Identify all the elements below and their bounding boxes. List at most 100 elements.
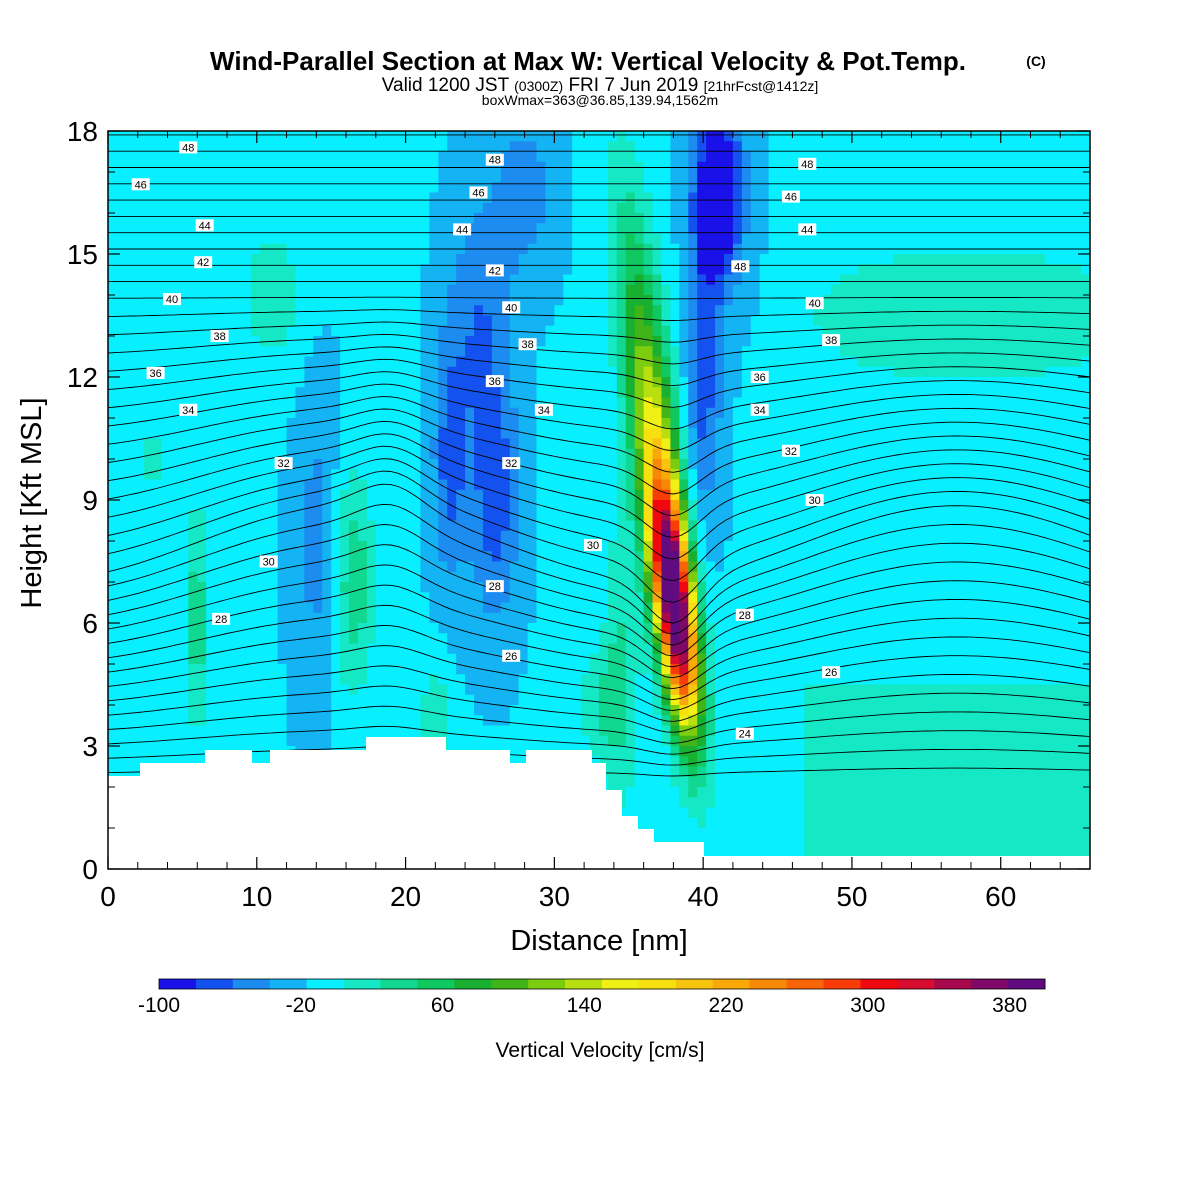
velocity-cell (697, 274, 707, 286)
velocity-cell (357, 387, 368, 399)
velocity-cell (634, 151, 645, 163)
velocity-cell (1081, 192, 1090, 204)
velocity-cell (697, 551, 707, 563)
velocity-cell (857, 377, 868, 388)
velocity-cell (438, 592, 448, 604)
velocity-cell (277, 284, 288, 296)
velocity-cell (866, 325, 877, 337)
velocity-cell (500, 213, 511, 224)
velocity-cell (786, 305, 796, 317)
velocity-cell (599, 315, 609, 327)
velocity-cell (848, 459, 859, 470)
velocity-cell (125, 479, 136, 491)
velocity-cell (143, 284, 154, 296)
velocity-cell (991, 151, 1002, 163)
velocity-cell (509, 202, 520, 214)
velocity-cell (634, 264, 645, 276)
velocity-cell (1018, 284, 1029, 296)
velocity-cell (929, 233, 939, 245)
velocity-cell (268, 438, 279, 450)
velocity-cell (804, 418, 814, 429)
velocity-cell (197, 418, 207, 429)
velocity-cell (848, 254, 859, 265)
velocity-cell (840, 500, 850, 511)
velocity-cell (322, 284, 332, 296)
velocity-cell (134, 336, 145, 347)
velocity-cell (491, 305, 502, 317)
velocity-cell (795, 295, 805, 306)
velocity-cell (1054, 418, 1064, 429)
velocity-cell (125, 131, 136, 142)
velocity-cell (224, 254, 234, 265)
velocity-cell (1027, 397, 1038, 409)
velocity-cell (750, 295, 761, 306)
velocity-cell (420, 438, 430, 450)
velocity-cell (438, 233, 448, 245)
velocity-cell (179, 582, 189, 593)
velocity-cell (304, 541, 314, 552)
velocity-cell (313, 582, 323, 593)
velocity-cell (349, 489, 359, 501)
velocity-cell (277, 469, 288, 481)
velocity-cell (429, 295, 439, 306)
velocity-cell (268, 141, 279, 153)
velocity-cell (956, 346, 966, 358)
velocity-cell (813, 469, 823, 481)
velocity-cell (375, 377, 386, 388)
velocity-cell (518, 213, 529, 224)
velocity-cell (1054, 264, 1064, 276)
velocity-cell (125, 172, 136, 183)
velocity-cell (456, 336, 466, 347)
velocity-cell (590, 469, 600, 481)
velocity-cell (875, 397, 886, 409)
velocity-cell (474, 448, 484, 460)
velocity-cell (215, 469, 225, 481)
velocity-cell (1009, 571, 1020, 583)
velocity-cell (277, 438, 288, 450)
velocity-cell (848, 582, 859, 593)
velocity-cell (197, 571, 207, 583)
velocity-cell (884, 192, 895, 204)
velocity-cell (973, 346, 984, 358)
velocity-cell (804, 366, 814, 378)
velocity-cell (429, 151, 439, 163)
velocity-cell (474, 541, 484, 552)
velocity-cell (268, 377, 279, 388)
velocity-cell (161, 438, 172, 450)
velocity-cell (286, 305, 297, 317)
velocity-cell (456, 202, 466, 214)
velocity-cell (697, 295, 707, 306)
velocity-cell (982, 131, 993, 142)
velocity-cell (1045, 561, 1055, 573)
velocity-cell (527, 284, 538, 296)
velocity-cell (491, 387, 502, 399)
velocity-cell (447, 295, 457, 306)
velocity-cell (973, 172, 984, 183)
velocity-cell (224, 295, 234, 306)
velocity-cell (688, 551, 698, 563)
velocity-cell (268, 254, 279, 265)
velocity-cell (259, 520, 270, 532)
velocity-cell (143, 305, 154, 317)
velocity-cell (357, 520, 368, 532)
velocity-cell (670, 274, 680, 286)
velocity-cell (599, 172, 609, 183)
velocity-cell (384, 202, 395, 214)
velocity-cell (688, 182, 698, 194)
velocity-cell (982, 172, 993, 183)
velocity-cell (956, 202, 966, 214)
velocity-cell (795, 356, 805, 368)
velocity-cell (304, 172, 314, 183)
velocity-cell (1000, 407, 1011, 419)
velocity-cell (991, 284, 1002, 296)
velocity-cell (411, 356, 422, 368)
velocity-cell (768, 571, 779, 583)
velocity-cell (411, 459, 422, 470)
velocity-cell (161, 530, 172, 542)
velocity-cell (965, 541, 975, 552)
velocity-cell (1054, 397, 1064, 409)
velocity-cell (402, 530, 413, 542)
velocity-cell (1081, 500, 1090, 511)
velocity-cell (590, 561, 600, 573)
